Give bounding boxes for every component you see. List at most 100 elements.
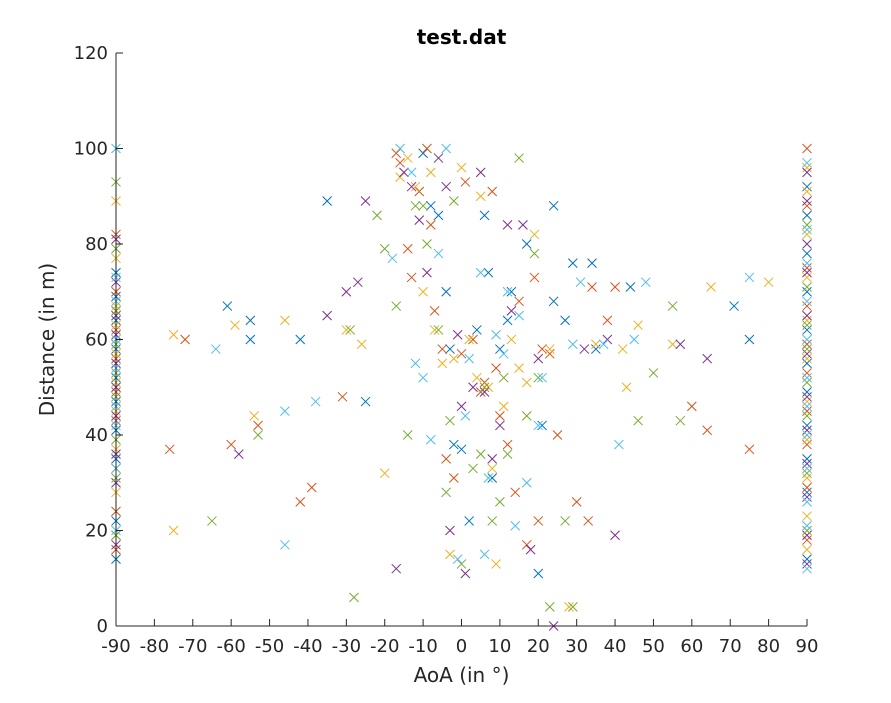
x-tick-label: -90 bbox=[101, 636, 130, 657]
data-point bbox=[233, 449, 244, 459]
data-point bbox=[617, 344, 628, 354]
data-point bbox=[802, 272, 812, 283]
y-tick-label: 0 bbox=[97, 616, 108, 637]
data-point bbox=[802, 358, 812, 369]
data-point bbox=[610, 282, 620, 292]
data-point bbox=[418, 372, 428, 383]
data-point bbox=[479, 210, 490, 221]
data-point bbox=[280, 315, 290, 326]
x-tick-label: 40 bbox=[604, 636, 627, 657]
data-point bbox=[475, 387, 486, 397]
data-point bbox=[544, 348, 555, 359]
data-point bbox=[802, 458, 812, 469]
data-point bbox=[802, 181, 812, 192]
data-point bbox=[802, 420, 812, 431]
data-point bbox=[306, 482, 317, 493]
x-tick-label: -30 bbox=[332, 636, 361, 657]
data-point bbox=[802, 454, 812, 464]
data-point bbox=[802, 320, 812, 331]
data-point bbox=[456, 444, 467, 455]
data-point bbox=[529, 248, 540, 259]
data-point bbox=[437, 358, 448, 369]
data-point bbox=[510, 487, 521, 498]
data-point bbox=[352, 277, 363, 288]
data-point bbox=[460, 177, 471, 187]
data-point bbox=[437, 344, 448, 354]
data-point bbox=[802, 434, 812, 445]
data-point bbox=[529, 272, 540, 283]
data-point bbox=[525, 544, 536, 555]
data-point bbox=[414, 186, 425, 197]
data-point bbox=[802, 439, 812, 450]
data-point bbox=[483, 473, 494, 483]
data-point bbox=[802, 167, 812, 178]
data-point bbox=[560, 315, 571, 326]
chart-title: test.dat bbox=[417, 25, 507, 49]
data-point bbox=[598, 339, 609, 350]
data-point bbox=[802, 473, 812, 483]
data-point bbox=[744, 272, 755, 283]
data-point bbox=[468, 463, 478, 474]
data-point bbox=[253, 420, 263, 431]
data-point bbox=[537, 420, 547, 431]
data-point bbox=[614, 439, 624, 450]
data-point bbox=[802, 296, 812, 307]
data-point bbox=[360, 396, 371, 407]
data-point bbox=[483, 382, 494, 393]
data-point bbox=[579, 344, 590, 354]
data-point bbox=[648, 368, 659, 378]
data-point bbox=[414, 215, 425, 225]
data-point bbox=[640, 277, 651, 288]
data-point bbox=[802, 492, 812, 502]
data-point bbox=[602, 334, 613, 345]
data-point bbox=[667, 339, 678, 350]
data-point bbox=[422, 239, 432, 249]
data-point bbox=[433, 248, 444, 259]
data-point bbox=[510, 520, 521, 531]
data-point bbox=[575, 277, 586, 288]
data-point bbox=[802, 348, 812, 359]
data-point bbox=[372, 210, 382, 221]
data-point bbox=[475, 267, 486, 278]
data-point bbox=[802, 496, 812, 507]
data-point bbox=[802, 372, 812, 383]
data-point bbox=[591, 344, 601, 354]
data-point bbox=[487, 186, 498, 197]
data-point bbox=[310, 396, 321, 407]
data-point bbox=[345, 325, 356, 335]
data-point bbox=[445, 525, 455, 536]
data-point bbox=[379, 243, 390, 254]
data-point bbox=[533, 420, 544, 431]
data-point bbox=[468, 382, 478, 393]
data-point bbox=[502, 439, 513, 450]
x-tick-label: -20 bbox=[370, 636, 399, 657]
data-point bbox=[445, 415, 455, 426]
data-point bbox=[521, 377, 532, 388]
data-point bbox=[226, 439, 237, 450]
data-point bbox=[802, 391, 812, 402]
data-point bbox=[429, 305, 440, 316]
data-point bbox=[567, 339, 578, 350]
data-point bbox=[802, 468, 812, 479]
data-point bbox=[610, 530, 620, 541]
data-point bbox=[168, 329, 179, 340]
data-point bbox=[802, 186, 812, 197]
data-point bbox=[802, 401, 812, 412]
data-point bbox=[802, 162, 812, 173]
data-point bbox=[533, 568, 544, 579]
data-point bbox=[472, 325, 482, 335]
x-tick-label: 90 bbox=[796, 636, 819, 657]
data-point bbox=[245, 334, 256, 345]
data-point bbox=[245, 315, 256, 326]
data-point bbox=[433, 325, 444, 335]
data-point bbox=[495, 496, 505, 507]
data-point bbox=[802, 544, 812, 555]
x-tick-label: -50 bbox=[255, 636, 284, 657]
data-point bbox=[395, 172, 405, 183]
data-point bbox=[537, 344, 547, 354]
data-point bbox=[349, 592, 359, 603]
data-point bbox=[448, 439, 459, 450]
data-point bbox=[514, 310, 524, 321]
data-point bbox=[475, 191, 486, 202]
